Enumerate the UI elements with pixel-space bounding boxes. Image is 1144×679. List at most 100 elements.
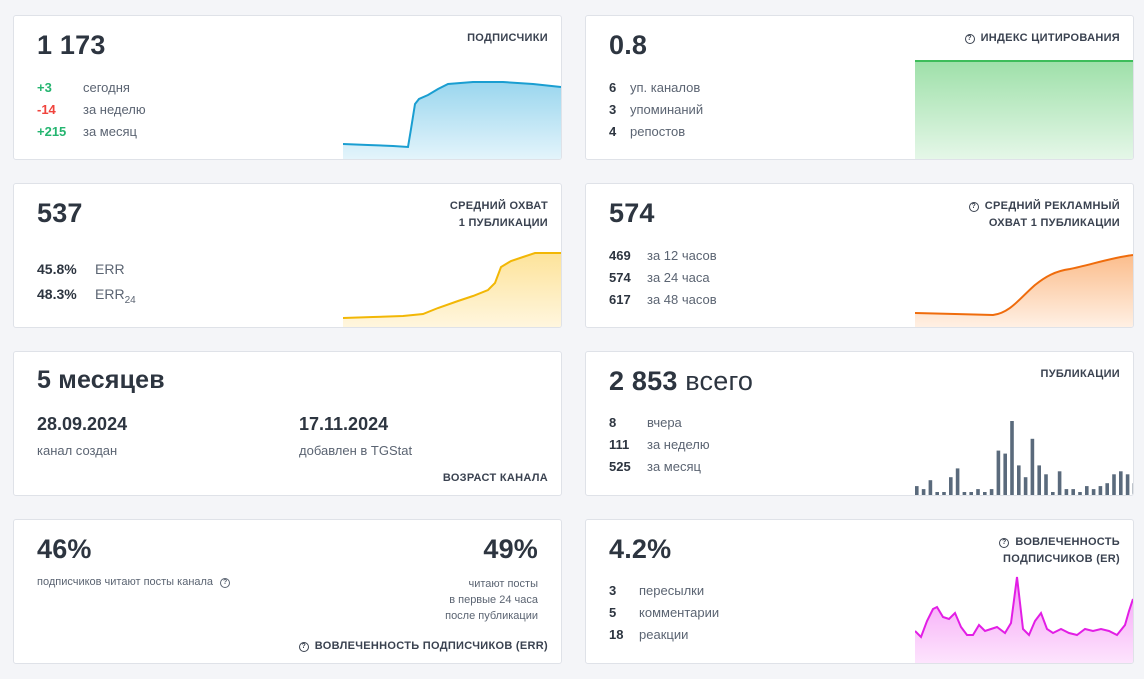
stat-label: реакции bbox=[639, 627, 689, 642]
publication-bar[interactable] bbox=[915, 486, 919, 495]
publication-bar[interactable] bbox=[1112, 474, 1116, 495]
publication-bar[interactable] bbox=[1091, 489, 1096, 495]
ad-reach-sparkline bbox=[915, 254, 1133, 327]
publication-bar[interactable] bbox=[935, 492, 939, 495]
publication-bar[interactable] bbox=[1125, 474, 1130, 495]
stat-label: за 48 часов bbox=[647, 292, 717, 307]
stat-row: 3 пересылки bbox=[609, 580, 719, 602]
publication-bar[interactable] bbox=[1051, 492, 1055, 495]
publication-bar[interactable] bbox=[942, 492, 946, 495]
err24-subscript: 24 bbox=[124, 294, 136, 306]
publication-bar[interactable] bbox=[1003, 453, 1007, 495]
reach-card[interactable]: 537 СРЕДНИЙ ОХВАТ 1 ПУБЛИКАЦИИ 45.8% ERR 4… bbox=[13, 183, 562, 328]
publication-bar[interactable] bbox=[1017, 465, 1021, 495]
publication-bar[interactable] bbox=[983, 492, 987, 495]
reach-label-line2: 1 ПУБЛИКАЦИИ bbox=[458, 217, 548, 229]
question-icon[interactable]: ? bbox=[220, 578, 231, 588]
engagement-label-line2: ПОДПИСЧИКОВ (ER) bbox=[1003, 553, 1120, 565]
engagement-card[interactable]: 4.2% ? ВОВЛЕЧЕННОСТЬ ПОДПИСЧИКОВ (ER) 3 пер… bbox=[585, 519, 1134, 664]
engagement-value: 4.2% bbox=[609, 534, 672, 564]
publication-bar[interactable] bbox=[1105, 483, 1109, 495]
subscribers-card[interactable]: 1 173 ПОДПИСЧИКИ +3 сегодня -14 за неделю … bbox=[13, 15, 562, 160]
publication-bar[interactable] bbox=[1044, 474, 1048, 495]
age-card[interactable]: 5 месяцев 28.09.2024 канал создан 17.11.… bbox=[13, 351, 562, 496]
stat-label: за неделю bbox=[83, 102, 146, 117]
question-icon[interactable]: ? bbox=[968, 202, 979, 212]
stat-label: сегодня bbox=[83, 80, 130, 95]
question-icon[interactable]: ? bbox=[298, 642, 309, 652]
publication-bar[interactable] bbox=[969, 492, 973, 495]
question-icon[interactable]: ? bbox=[964, 34, 975, 44]
stat-value: 469 bbox=[609, 248, 631, 263]
stat-value: +215 bbox=[37, 124, 67, 139]
publication-bar[interactable] bbox=[1078, 492, 1082, 495]
read-text-right-1: читают посты bbox=[468, 578, 538, 590]
citation-index-value: 0.8 bbox=[609, 30, 648, 60]
publication-bar[interactable] bbox=[1030, 438, 1035, 495]
publications-card[interactable]: 2 853 всего ПУБЛИКАЦИИ 8 вчера 111 за неде… bbox=[585, 351, 1134, 496]
publication-bar[interactable] bbox=[989, 489, 994, 495]
stat-row: 8 вчера bbox=[609, 412, 710, 434]
subscribers-label: ПОДПИСЧИКИ bbox=[467, 32, 548, 44]
err24-row: 48.3% ERR24 bbox=[37, 282, 136, 313]
ad-reach-label-line2: ОХВАТ 1 ПУБЛИКАЦИИ bbox=[988, 217, 1120, 229]
publication-bar[interactable] bbox=[928, 480, 933, 495]
err-value: 45.8% bbox=[37, 261, 77, 277]
read-card[interactable]: 46% подписчиков читают посты канала ? 49… bbox=[13, 519, 562, 664]
added-date: 17.11.2024 bbox=[299, 414, 389, 434]
read-text-right-3: после публикации bbox=[445, 610, 538, 622]
stat-label: пересылки bbox=[639, 583, 705, 598]
reach-value: 537 bbox=[37, 198, 83, 228]
publication-bar[interactable] bbox=[1071, 489, 1075, 495]
stat-value: 574 bbox=[609, 270, 631, 285]
publication-bar[interactable] bbox=[962, 492, 967, 495]
publication-bar[interactable] bbox=[1023, 477, 1028, 495]
read-text-right: читают посты в первые 24 часа после публ… bbox=[445, 576, 538, 624]
ad-reach-card[interactable]: 574 ? СРЕДНИЙ РЕКЛАМНЫЙ ОХВАТ 1 ПУБЛИКАЦИИ… bbox=[585, 183, 1134, 328]
stat-row: 469 за 12 часов bbox=[609, 245, 717, 267]
stat-label: за месяц bbox=[83, 124, 137, 139]
stat-value: 5 bbox=[609, 605, 617, 620]
read-percent-left: 46% bbox=[37, 534, 92, 564]
publication-bar[interactable] bbox=[996, 450, 1001, 495]
stat-row: +215 за месяц bbox=[37, 121, 146, 143]
age-label: ВОЗРАСТ КАНАЛА bbox=[442, 472, 548, 484]
stat-label: за неделю bbox=[647, 437, 710, 452]
stat-value: +3 bbox=[37, 80, 52, 95]
stat-value: 3 bbox=[609, 102, 617, 117]
publications-suffix: всего bbox=[685, 366, 754, 396]
publication-bar[interactable] bbox=[921, 489, 926, 495]
stat-value: 18 bbox=[609, 627, 624, 642]
citation-card[interactable]: 0.8 ? ИНДЕКС ЦИТИРОВАНИЯ 6 уп. каналов 3 уп… bbox=[585, 15, 1134, 160]
publication-bar[interactable] bbox=[1037, 465, 1041, 495]
publication-bar[interactable] bbox=[976, 489, 980, 495]
publication-bar[interactable] bbox=[1119, 471, 1123, 495]
publication-bar[interactable] bbox=[949, 477, 953, 495]
read-text-right-2: в первые 24 часа bbox=[449, 594, 538, 606]
ad-reach-label: ? СРЕДНИЙ РЕКЛАМНЫЙ ОХВАТ 1 ПУБЛИКАЦИИ bbox=[968, 198, 1120, 232]
reach-label-line1: СРЕДНИЙ ОХВАТ bbox=[449, 200, 548, 212]
publications-label: ПУБЛИКАЦИИ bbox=[1040, 368, 1120, 380]
publication-bar[interactable] bbox=[1010, 421, 1014, 495]
question-icon[interactable]: ? bbox=[999, 538, 1010, 548]
publication-bar[interactable] bbox=[1057, 471, 1062, 495]
publication-bar[interactable] bbox=[955, 468, 960, 495]
read-label-text: ВОВЛЕЧЕННОСТЬ ПОДПИСЧИКОВ (ERR) bbox=[314, 640, 548, 652]
stat-value: -14 bbox=[37, 102, 56, 117]
stat-row: -14 за неделю bbox=[37, 99, 146, 121]
publication-bar[interactable] bbox=[1064, 489, 1069, 495]
publication-bar[interactable] bbox=[1098, 486, 1103, 495]
age-value: 5 месяцев bbox=[37, 366, 165, 394]
stat-value: 6 bbox=[609, 80, 617, 95]
read-text-left: подписчиков читают посты канала ? bbox=[37, 576, 236, 588]
publication-bar[interactable] bbox=[1085, 486, 1089, 495]
stat-row: 4 репостов bbox=[609, 121, 703, 143]
stat-row: 574 за 24 часа bbox=[609, 267, 717, 289]
stat-row: 5 комментарии bbox=[609, 602, 719, 624]
read-percent-right: 49% bbox=[483, 534, 538, 564]
ad-reach-label-line1: СРЕДНИЙ РЕКЛАМНЫЙ bbox=[984, 200, 1120, 212]
engagement-label-line1: ВОВЛЕЧЕННОСТЬ bbox=[1015, 536, 1120, 548]
stat-row: 18 реакции bbox=[609, 624, 719, 646]
citation-stats: 6 уп. каналов 3 упоминаний 4 репостов bbox=[609, 77, 703, 143]
stat-value: 4 bbox=[609, 124, 617, 139]
